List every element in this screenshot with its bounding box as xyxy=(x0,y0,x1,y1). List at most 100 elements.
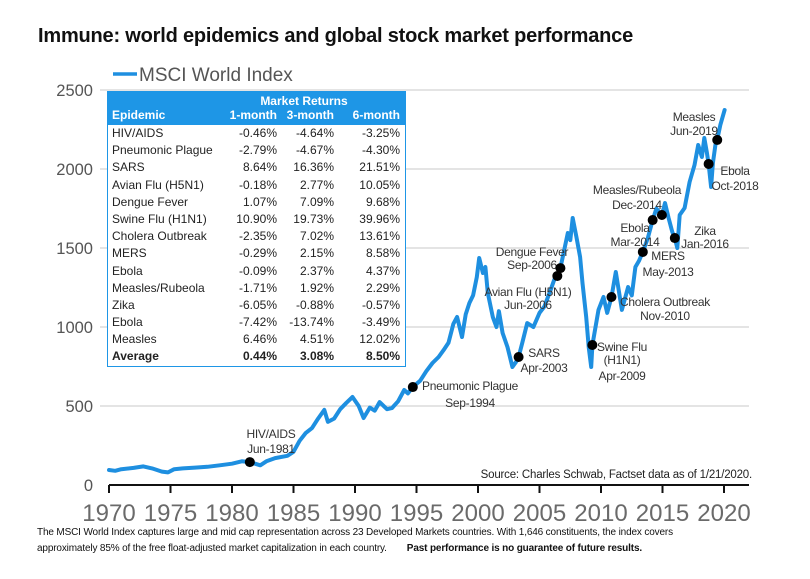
annotation-label: Cholera Outbreak xyxy=(620,295,711,309)
event-marker xyxy=(637,246,648,257)
annotation-label: Sep-1994 xyxy=(445,396,495,410)
return-3-month: -13.74% xyxy=(289,315,334,330)
table-header: Market Returns Epidemic 1-month 3-month … xyxy=(108,92,405,125)
table-row: HIV/AIDS -0.46% -4.64% -3.25% xyxy=(108,125,405,142)
col-header-6-month: 6-month xyxy=(352,108,400,122)
annotation-label: Zika xyxy=(694,224,716,238)
return-3-month: 7.09% xyxy=(299,194,334,209)
return-6-month: 8.58% xyxy=(365,246,400,261)
x-tick-label: 1985 xyxy=(267,500,320,527)
epidemic-name: Measles xyxy=(112,332,157,347)
annotation-label: Jun-2006 xyxy=(504,298,552,312)
table-row: Cholera Outbreak -2.35% 7.02% 13.61% xyxy=(108,228,405,245)
return-1-month: -0.09% xyxy=(238,263,277,278)
epidemic-name: Pneumonic Plague xyxy=(112,143,213,158)
return-6-month: 12.02% xyxy=(359,332,400,347)
epidemic-name: Avian Flu (H5N1) xyxy=(112,177,204,192)
column-headers: Epidemic 1-month 3-month 6-month xyxy=(108,108,405,123)
return-1-month: 10.90% xyxy=(236,211,277,226)
annotation-label: SARS xyxy=(528,346,560,360)
annotation-label: MERS xyxy=(651,249,685,263)
footnote: The MSCI World Index captures large and … xyxy=(37,525,673,557)
annotation-label: Apr-2003 xyxy=(521,361,569,375)
event-marker xyxy=(407,382,418,393)
footnote-line-2: approximately 85% of the free float-adju… xyxy=(37,543,387,554)
x-tick-label: 2020 xyxy=(697,500,750,527)
return-6-month: -0.57% xyxy=(361,297,400,312)
col-header-3-month: 3-month xyxy=(286,108,334,122)
chart-title: Immune: world epidemics and global stock… xyxy=(38,25,634,47)
average-label: Average xyxy=(112,349,159,364)
annotation-label: Measles xyxy=(673,110,716,124)
return-6-month: 21.51% xyxy=(359,160,400,175)
return-3-month: 2.37% xyxy=(299,263,334,278)
return-1-month: 8.64% xyxy=(242,160,277,175)
source-note: Source: Charles Schwab, Factset data as … xyxy=(480,469,753,481)
table-row: Zika -6.05% -0.88% -0.57% xyxy=(108,297,405,314)
y-tick-label: 2500 xyxy=(56,82,93,100)
x-tick-label: 1995 xyxy=(390,500,443,527)
return-1-month: -1.71% xyxy=(238,280,277,295)
y-tick-label: 2000 xyxy=(56,161,93,179)
event-marker xyxy=(669,233,680,244)
table-row: Pneumonic Plague -2.79% -4.67% -4.30% xyxy=(108,142,405,159)
epidemic-name: Ebola xyxy=(112,315,143,330)
x-tick-label: 2010 xyxy=(574,500,627,527)
event-marker xyxy=(555,263,566,274)
table-row: SARS 8.64% 16.36% 21.51% xyxy=(108,159,405,176)
epidemic-name: HIV/AIDS xyxy=(112,126,164,140)
return-6-month: -4.30% xyxy=(361,143,400,158)
return-3-month: -0.88% xyxy=(295,297,334,312)
return-3-month: 1.92% xyxy=(299,280,334,295)
event-marker xyxy=(703,158,714,169)
annotation-label: Swine Flu xyxy=(597,340,647,354)
annotation-label: Measles/Rubeola xyxy=(593,183,682,197)
table-row: Ebola -7.42% -13.74% -3.49% xyxy=(108,314,405,331)
annotation-label: Dengue Fever xyxy=(496,245,569,259)
average-6-month: 8.50% xyxy=(365,349,400,364)
event-marker xyxy=(647,215,658,226)
x-tick-label: 1975 xyxy=(144,500,197,527)
table-row: MERS -0.29% 2.15% 8.58% xyxy=(108,245,405,262)
y-tick-label: 0 xyxy=(84,477,93,495)
x-tick-label: 1970 xyxy=(82,500,135,527)
return-6-month: 39.96% xyxy=(359,211,400,226)
annotation-label: Jun-1981 xyxy=(247,442,295,456)
annotation-label: Jun-2019 xyxy=(670,124,718,138)
epidemic-name: Measles/Rubeola xyxy=(112,280,205,295)
annotation-label: Ebola xyxy=(720,164,750,178)
return-1-month: 1.07% xyxy=(242,194,277,209)
table-row: Dengue Fever 1.07% 7.09% 9.68% xyxy=(108,194,405,211)
epidemic-name: Zika xyxy=(112,297,135,312)
annotation-label: (H1N1) xyxy=(604,353,641,367)
x-tick-label: 2000 xyxy=(451,500,504,527)
disclaimer: Past performance is no guarantee of futu… xyxy=(406,543,642,554)
col-header-1-month: 1-month xyxy=(229,108,277,122)
footnote-line-1: The MSCI World Index captures large and … xyxy=(37,527,673,538)
table-row: Avian Flu (H5N1) -0.18% 2.77% 10.05% xyxy=(108,177,405,194)
market-returns-table: Market Returns Epidemic 1-month 3-month … xyxy=(107,91,406,367)
return-3-month: 2.77% xyxy=(299,177,334,192)
axes: 1970 1975 1980 1985 1990 1995 2000 2005 2010 2015… xyxy=(82,484,751,527)
return-1-month: -2.79% xyxy=(238,143,277,158)
legend: MSCI World Index xyxy=(113,65,293,86)
x-tick-label: 2015 xyxy=(636,500,689,527)
epidemic-name: Cholera Outbreak xyxy=(112,229,207,244)
return-1-month: -6.05% xyxy=(238,297,277,312)
annotation-label: Avian Flu (H5N1) xyxy=(484,285,571,299)
annotation: Avian Flu (H5N1)Jun-2006 xyxy=(484,270,572,312)
epidemic-name: MERS xyxy=(112,246,147,261)
return-6-month: 2.29% xyxy=(365,280,400,295)
annotation-label: Apr-2009 xyxy=(599,369,647,383)
col-header-epidemic: Epidemic xyxy=(112,108,166,122)
table-body: HIV/AIDS -0.46% -4.64% -3.25% Pneumonic Plag… xyxy=(108,125,405,348)
x-tick-label: 1980 xyxy=(205,500,258,527)
return-6-month: 13.61% xyxy=(359,229,400,244)
group-header: Market Returns xyxy=(260,94,348,108)
epidemic-name: SARS xyxy=(112,160,145,175)
